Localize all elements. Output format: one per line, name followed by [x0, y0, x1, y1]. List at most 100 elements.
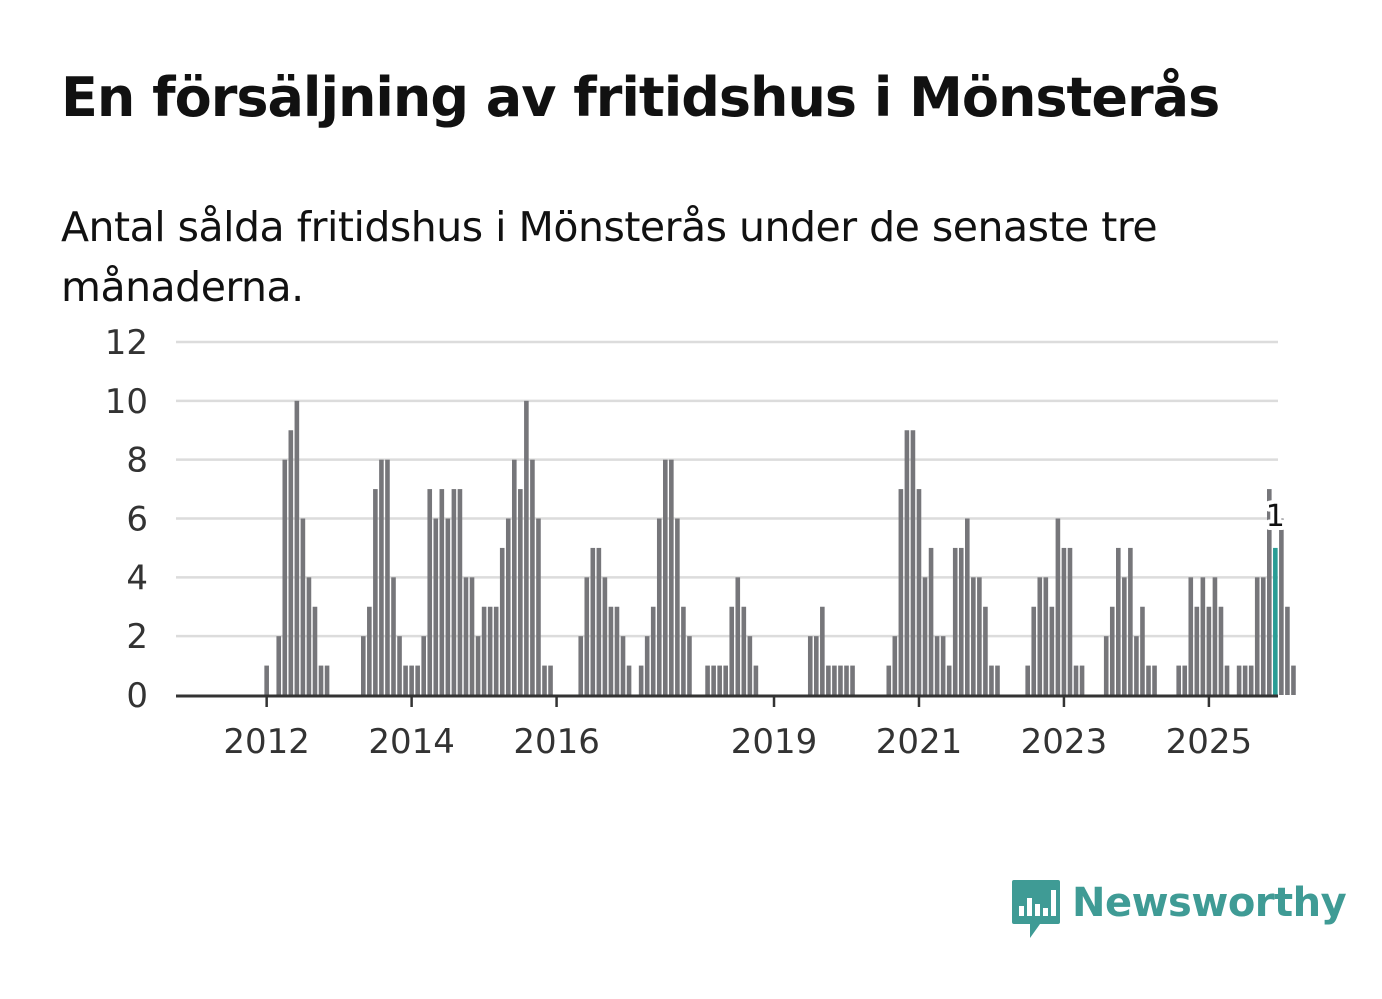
bar: [1109, 606, 1115, 695]
annotations: 1: [1262, 495, 1289, 538]
x-tick-label: 2025: [1166, 722, 1253, 762]
bar: [832, 665, 837, 695]
bar: [965, 518, 970, 695]
bar: [1128, 547, 1133, 695]
bar: [391, 577, 396, 695]
bar: [608, 606, 614, 695]
bar: [584, 577, 590, 695]
bar: [409, 665, 414, 695]
bar: [518, 489, 523, 695]
bar: [989, 665, 994, 695]
bar: [892, 636, 898, 695]
y-tick-label: 4: [126, 558, 148, 598]
bar: [1285, 606, 1290, 695]
bar: [590, 547, 596, 695]
bar: [983, 606, 988, 695]
bar: [1031, 606, 1037, 695]
bar: [578, 636, 584, 695]
bar: [475, 636, 481, 695]
bar: [1212, 577, 1218, 695]
bar: [276, 636, 282, 695]
bar: [687, 636, 692, 695]
bar: [1067, 547, 1073, 695]
bar: [1188, 577, 1194, 695]
bar: [663, 459, 668, 695]
bar: [656, 518, 662, 695]
bar: [596, 547, 602, 695]
bar: [1200, 577, 1206, 695]
bar: [445, 518, 451, 695]
bar: [505, 518, 511, 695]
gridlines: [176, 340, 1278, 638]
bar: [1103, 636, 1109, 695]
chart-subtitle: Antal sålda fritidshus i Mönsterås under…: [61, 203, 1158, 311]
x-tick-label: 2012: [223, 722, 310, 762]
bar: [1025, 665, 1030, 695]
bar: [1152, 665, 1157, 695]
x-tick-label: 2016: [513, 722, 600, 762]
bar: [826, 665, 831, 695]
bar: [1049, 606, 1055, 695]
bar: [536, 518, 541, 695]
bar: [1116, 547, 1121, 695]
bar: [403, 665, 408, 695]
bar: [457, 489, 463, 695]
bar: [439, 489, 445, 695]
bar: [958, 547, 964, 695]
bar: [844, 665, 849, 695]
bar: [1224, 665, 1230, 695]
bar: [427, 489, 433, 695]
bar: [977, 577, 982, 695]
newsworthy-logo-icon: [1012, 880, 1060, 938]
bar: [499, 547, 505, 695]
bar: [753, 665, 759, 695]
bar: [1260, 577, 1266, 695]
y-tick-label: 2: [126, 617, 148, 657]
bar: [1267, 489, 1272, 695]
bar: [1206, 606, 1212, 695]
bar: [904, 430, 910, 695]
bar: [1073, 665, 1079, 695]
bar: [922, 577, 928, 695]
bar: [1242, 665, 1248, 695]
bar: [1176, 665, 1181, 695]
bar: [910, 430, 916, 695]
bar: [940, 636, 946, 695]
y-axis-ticks: 0 2 4 6 8 10 12: [105, 323, 148, 716]
bar: [1146, 665, 1151, 695]
bar: [669, 459, 674, 695]
bar: [916, 489, 922, 695]
bar: [1273, 547, 1278, 695]
highlight-value-label: 1: [1266, 499, 1285, 534]
bar: [493, 606, 499, 695]
bar: [886, 665, 892, 695]
bar: [717, 665, 722, 695]
bar: [373, 489, 378, 695]
bar: [934, 636, 940, 695]
y-tick-label: 6: [126, 500, 148, 540]
y-tick-label: 8: [126, 441, 148, 481]
bar: [723, 665, 728, 695]
bar: [487, 606, 493, 695]
x-tick-label: 2021: [876, 722, 963, 762]
logo-text: Newsworthy: [1072, 880, 1347, 926]
newsworthy-logo: Newsworthy: [1010, 878, 1347, 940]
bar: [1079, 665, 1085, 695]
bar: [814, 636, 819, 695]
bar: [735, 577, 741, 695]
bar: [850, 665, 855, 695]
bar: [644, 636, 650, 695]
bar: [838, 665, 843, 695]
bar: [264, 665, 269, 695]
bar: [1134, 636, 1139, 695]
bar: [1236, 665, 1242, 695]
y-tick-label: 12: [105, 323, 148, 363]
bar: [620, 636, 626, 695]
bar: [379, 459, 384, 695]
bar: [626, 665, 632, 695]
bar: [1248, 665, 1254, 695]
bar: [463, 577, 469, 695]
bar: [1140, 606, 1145, 695]
bar: [530, 459, 535, 695]
